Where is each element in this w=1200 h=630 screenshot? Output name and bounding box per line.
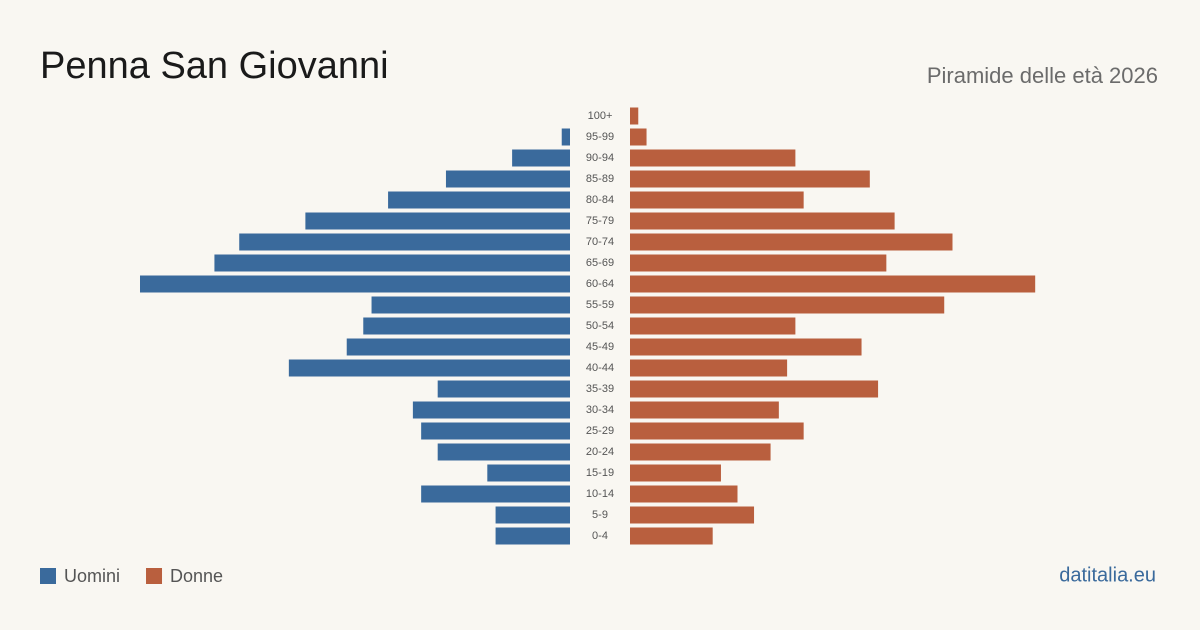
age-label: 90-94: [586, 152, 614, 164]
bar: [305, 212, 570, 230]
bar: [363, 317, 570, 335]
age-label: 60-64: [586, 278, 614, 290]
bar: [561, 128, 570, 146]
age-label: 20-24: [586, 446, 614, 458]
legend-swatch: [40, 568, 56, 584]
bar: [437, 443, 570, 461]
age-label: 70-74: [586, 236, 614, 248]
age-label: 95-99: [586, 131, 614, 143]
bar: [630, 170, 870, 188]
legend-swatch: [146, 568, 163, 584]
bar: [630, 296, 945, 314]
bar: [445, 170, 570, 188]
age-label: 35-39: [586, 383, 614, 395]
bar: [630, 401, 779, 419]
age-label: 45-49: [586, 341, 614, 353]
bar: [495, 506, 570, 524]
bar: [630, 443, 771, 461]
chart-title: Penna San Giovanni: [40, 45, 389, 87]
bar: [346, 338, 570, 356]
age-label: 100+: [588, 110, 613, 122]
age-label: 10-14: [586, 488, 614, 500]
bar: [214, 254, 570, 272]
bar: [371, 296, 570, 314]
bar: [140, 275, 570, 293]
bar: [630, 338, 862, 356]
bar: [495, 527, 570, 545]
bar: [630, 191, 804, 209]
age-label: 85-89: [586, 173, 614, 185]
bar: [630, 233, 953, 251]
bar: [421, 485, 570, 503]
bar: [288, 359, 570, 377]
bar: [630, 149, 796, 167]
bar: [421, 422, 570, 440]
age-label: 55-59: [586, 299, 614, 311]
bar: [630, 275, 1036, 293]
bar: [437, 380, 570, 398]
bar: [239, 233, 570, 251]
bar: [630, 485, 738, 503]
age-label: 75-79: [586, 215, 614, 227]
age-label: 50-54: [586, 320, 614, 332]
bar: [630, 527, 713, 545]
age-label: 80-84: [586, 194, 614, 206]
bar: [487, 464, 570, 482]
bar: [630, 317, 796, 335]
age-label: 15-19: [586, 467, 614, 479]
age-label: 0-4: [592, 530, 608, 542]
chart-subtitle: Piramide delle età 2026: [927, 63, 1158, 88]
bar: [630, 380, 879, 398]
bar: [512, 149, 570, 167]
bar: [388, 191, 570, 209]
age-label: 25-29: [586, 425, 614, 437]
age-label: 5-9: [592, 509, 608, 521]
legend-label: Donne: [170, 566, 223, 586]
bar: [412, 401, 570, 419]
bar: [630, 359, 788, 377]
bar: [630, 128, 647, 146]
age-label: 30-34: [586, 404, 614, 416]
legend-label: Uomini: [64, 566, 120, 586]
age-label: 65-69: [586, 257, 614, 269]
bar: [630, 464, 721, 482]
bar: [630, 506, 755, 524]
bar: [630, 107, 639, 125]
bar: [630, 422, 804, 440]
bar: [630, 254, 887, 272]
source: datitalia.eu: [1059, 564, 1156, 586]
age-label: 40-44: [586, 362, 614, 374]
bar: [630, 212, 895, 230]
